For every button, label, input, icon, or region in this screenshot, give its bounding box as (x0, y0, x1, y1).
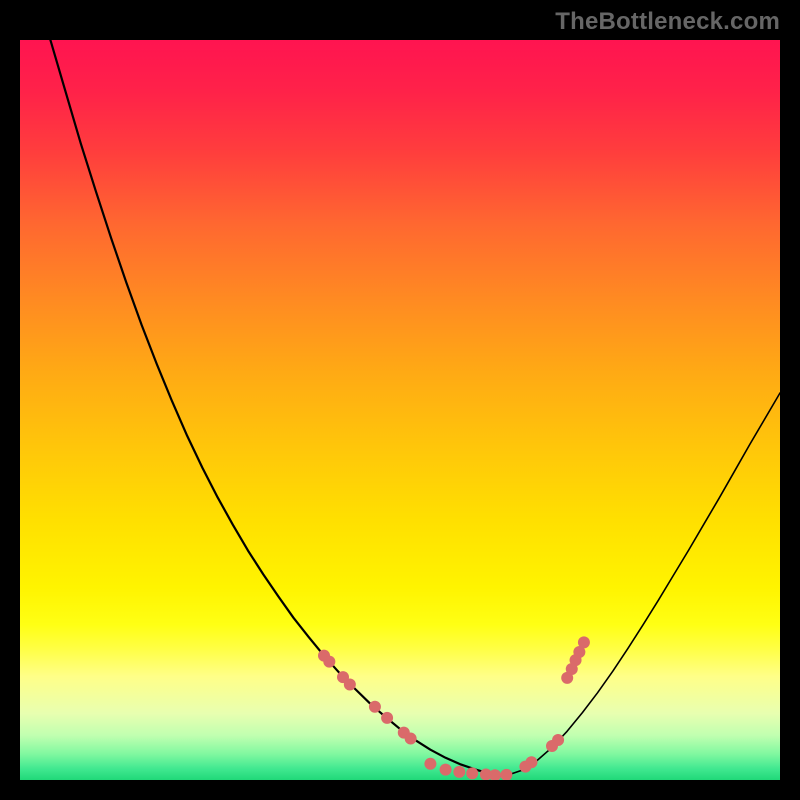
chart-svg (20, 40, 780, 780)
data-marker (369, 701, 381, 713)
data-marker (344, 679, 356, 691)
data-marker (405, 733, 417, 745)
data-marker (323, 656, 335, 668)
data-marker (453, 766, 465, 778)
gradient-background (20, 40, 780, 780)
watermark-text: TheBottleneck.com (555, 8, 780, 36)
data-marker (466, 767, 478, 779)
data-marker (578, 636, 590, 648)
data-marker (440, 764, 452, 776)
data-marker (552, 734, 564, 746)
chart-container: TheBottleneck.com (0, 0, 800, 800)
data-marker (424, 758, 436, 770)
data-marker (381, 712, 393, 724)
data-marker (525, 756, 537, 768)
